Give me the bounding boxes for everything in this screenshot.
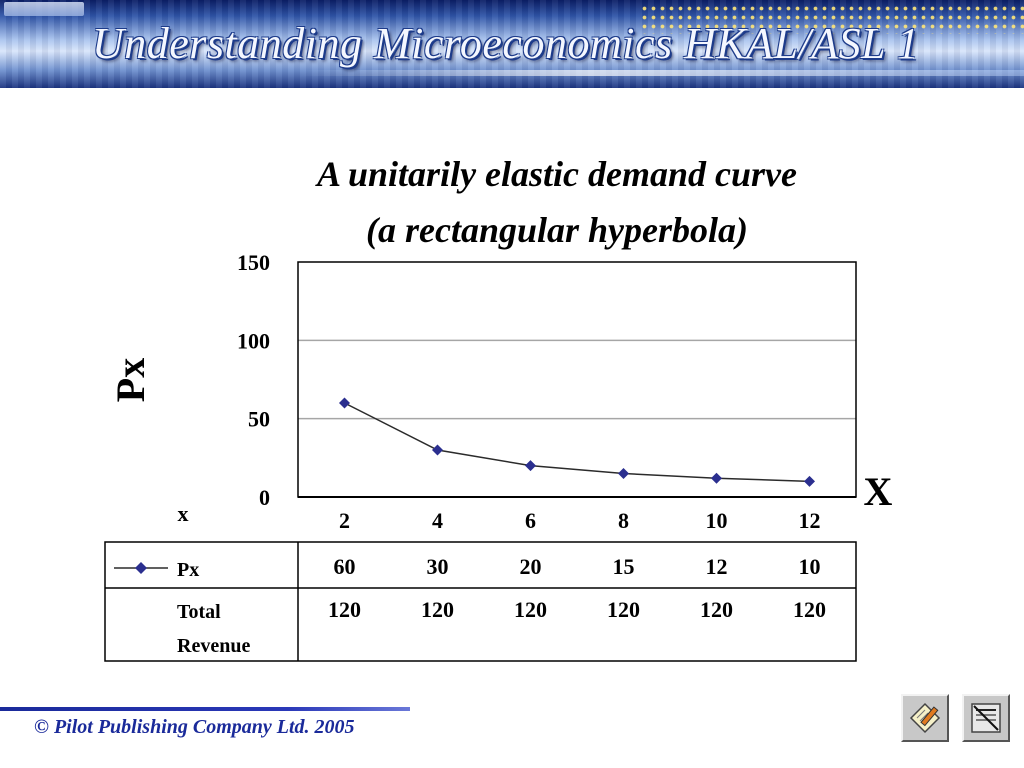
- banner-logo: [4, 2, 84, 16]
- data-point-marker: [804, 475, 815, 487]
- x-axis-label: X: [864, 469, 893, 514]
- footer-rule: [0, 707, 410, 711]
- chart-subtitle: (a rectangular hyperbola): [366, 210, 748, 250]
- notes-icon: [909, 702, 941, 734]
- chart-title-block: A unitarily elastic demand curve (a rect…: [0, 146, 1024, 258]
- table-cell-revenue: 120: [793, 597, 826, 622]
- x-row-label: x: [178, 501, 189, 526]
- table-cell-px: 12: [706, 554, 728, 579]
- legend-marker: [135, 562, 147, 574]
- document-button[interactable]: [962, 694, 1010, 742]
- x-tick-label: 6: [525, 508, 536, 533]
- y-tick-label: 100: [237, 328, 270, 353]
- series-line-px: [344, 402, 810, 483]
- table-cell-px: 15: [613, 554, 635, 579]
- table-cell-revenue: 120: [514, 597, 547, 622]
- footer-copyright: © Pilot Publishing Company Ltd. 2005: [34, 716, 355, 738]
- table-cell-px: 20: [520, 554, 542, 579]
- data-point-marker: [618, 468, 629, 479]
- x-tick-label: 10: [706, 508, 728, 533]
- row-label-total-revenue: Revenue: [177, 635, 250, 657]
- table-cell-revenue: 120: [607, 597, 640, 622]
- data-point-marker: [432, 444, 443, 456]
- data-point-marker: [525, 460, 536, 472]
- table-cell-revenue: 120: [328, 597, 361, 622]
- table-cell-px: 60: [334, 554, 356, 579]
- banner-dot-pattern: [640, 4, 1024, 34]
- banner-title: Understanding Microeconomics HKAL/ASL 1: [92, 19, 920, 68]
- data-point-marker: [711, 472, 722, 484]
- y-tick-label: 0: [259, 485, 270, 510]
- data-point-marker: [339, 397, 350, 409]
- table-cell-revenue: 120: [700, 597, 733, 622]
- x-tick-label: 2: [339, 508, 350, 533]
- data-table-frame: [104, 541, 857, 662]
- row-label-total-revenue: Total: [177, 601, 221, 623]
- x-tick-label: 8: [618, 508, 629, 533]
- notes-button[interactable]: [901, 694, 949, 742]
- plot-frame: [297, 261, 857, 498]
- y-tick-label: 150: [237, 250, 270, 275]
- y-tick-label: 50: [248, 407, 270, 432]
- header-banner: Understanding Microeconomics HKAL/ASL 1: [0, 0, 1024, 88]
- legend-label-px: Px: [177, 559, 199, 581]
- table-cell-revenue: 120: [421, 597, 454, 622]
- x-tick-label: 4: [432, 508, 443, 533]
- table-cell-px: 30: [427, 554, 449, 579]
- x-tick-label: 12: [799, 508, 821, 533]
- table-cell-px: 10: [799, 554, 821, 579]
- document-icon: [971, 703, 1001, 733]
- chart-title: A unitarily elastic demand curve: [316, 154, 797, 194]
- y-axis-label: Px: [108, 358, 153, 402]
- banner-highlight: [300, 70, 1024, 76]
